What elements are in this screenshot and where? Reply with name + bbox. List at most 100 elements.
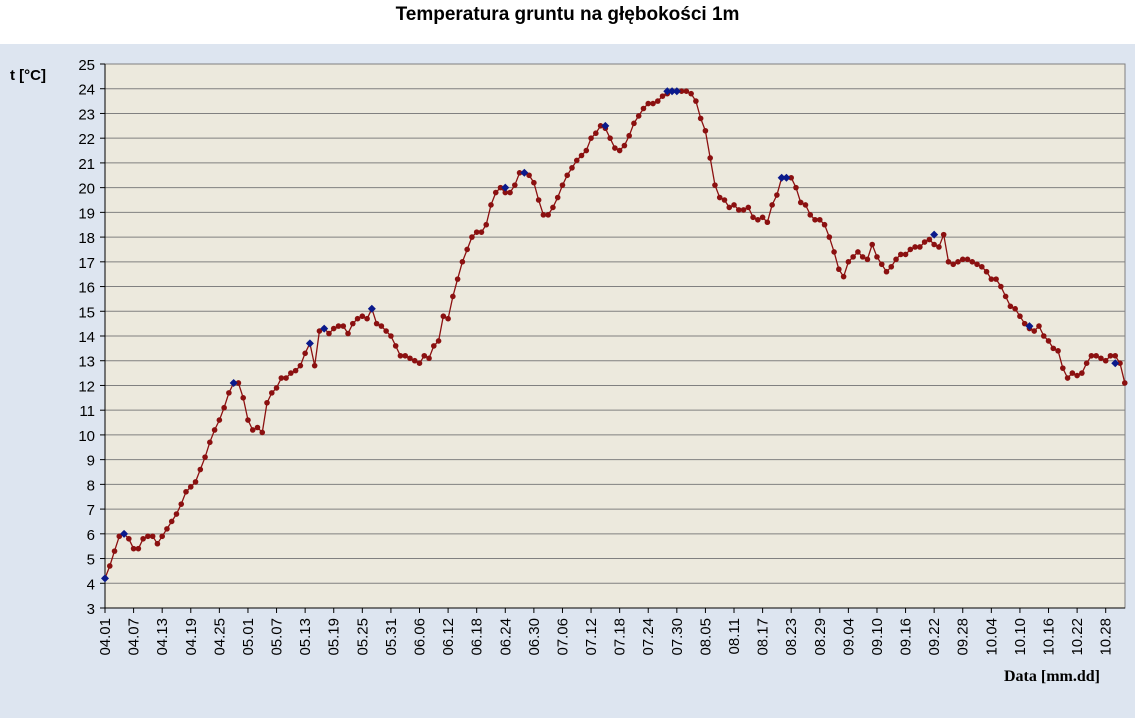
data-point (173, 511, 180, 517)
y-tick-label: 3 (87, 601, 95, 618)
data-point (450, 293, 456, 300)
data-point (1031, 328, 1038, 334)
highlight-point (930, 230, 939, 239)
data-point (964, 256, 971, 263)
data-point (850, 254, 856, 260)
data-point (659, 93, 666, 99)
data-point (569, 165, 575, 171)
data-point (702, 127, 709, 134)
data-point (154, 540, 161, 547)
data-point (492, 189, 499, 196)
data-point (407, 355, 413, 362)
x-tick-label: 09.22 (926, 618, 943, 656)
y-tick-label: 8 (87, 477, 95, 494)
x-tick-label: 06.30 (526, 618, 543, 656)
y-tick-label: 5 (87, 552, 95, 569)
data-point (240, 395, 246, 401)
data-point (993, 276, 999, 282)
x-tick-label: 05.25 (354, 618, 371, 656)
data-point (254, 424, 261, 431)
chart-title: Temperatura gruntu na głębokości 1m (395, 4, 740, 25)
data-point (373, 320, 380, 327)
data-point (688, 90, 694, 97)
data-point (545, 212, 551, 218)
data-point (959, 256, 966, 263)
data-point (631, 120, 637, 127)
data-point (454, 276, 461, 282)
data-point (826, 234, 833, 240)
y-tick-label: 7 (87, 502, 95, 519)
x-tick-label: 10.10 (1012, 618, 1029, 656)
y-tick-label: 4 (87, 576, 95, 593)
x-tick-label: 05.13 (297, 618, 314, 656)
title-bar: Temperatura gruntu na głębokości 1m (0, 0, 1135, 44)
data-point (416, 360, 423, 367)
data-point (288, 370, 294, 376)
data-point (955, 259, 961, 265)
x-tick-label: 04.25 (211, 618, 228, 656)
data-point (678, 88, 685, 94)
x-tick-label: 04.07 (126, 618, 143, 656)
data-point (797, 199, 804, 206)
data-point (402, 352, 409, 359)
x-axis-label: Data [mm.dd] (1004, 668, 1100, 685)
data-point (573, 157, 580, 164)
x-tick-label: 08.23 (783, 618, 800, 656)
highlight-point (367, 304, 376, 313)
data-point (359, 313, 366, 320)
x-tick-label: 05.01 (240, 618, 257, 656)
data-point (316, 328, 323, 334)
data-point (635, 113, 642, 119)
data-point (435, 338, 442, 344)
data-point (755, 216, 761, 223)
data-point (1079, 370, 1085, 376)
data-point (726, 204, 733, 211)
data-point (1055, 348, 1061, 354)
data-point (731, 202, 737, 208)
y-tick-label: 21 (78, 156, 95, 173)
data-point (874, 254, 880, 260)
data-point (917, 244, 923, 250)
data-point (187, 484, 194, 490)
x-tick-label: 04.13 (154, 618, 171, 656)
data-point (812, 216, 818, 223)
y-tick-label: 24 (78, 82, 95, 99)
data-point (612, 145, 618, 151)
data-point (912, 244, 918, 250)
data-point (559, 182, 566, 188)
data-point (178, 501, 185, 507)
data-point (197, 466, 204, 473)
data-point (216, 417, 223, 423)
data-point (278, 375, 285, 381)
data-point (473, 229, 480, 235)
data-point (550, 204, 556, 211)
x-tick-label: 07.06 (554, 618, 571, 656)
data-point (354, 315, 361, 322)
x-tick-label: 09.28 (955, 618, 972, 656)
data-point (168, 518, 175, 525)
data-point (750, 214, 756, 221)
data-point (697, 115, 704, 122)
highlight-point (777, 173, 786, 182)
data-point (1050, 345, 1057, 352)
data-point (1121, 380, 1128, 386)
data-point (1093, 352, 1099, 359)
x-tick-label: 04.01 (97, 618, 114, 656)
data-point (735, 207, 742, 213)
data-point (397, 352, 404, 359)
data-point (1107, 352, 1114, 359)
y-tick-label: 17 (78, 255, 95, 272)
y-tick-label: 14 (78, 329, 95, 346)
data-point (483, 221, 490, 228)
y-tick-label: 10 (78, 428, 95, 445)
x-tick-label: 06.06 (412, 618, 429, 656)
highlight-point (120, 529, 129, 538)
data-point (311, 362, 318, 369)
data-point (364, 315, 370, 322)
data-point (597, 123, 604, 129)
highlight-point (1111, 359, 1120, 368)
data-point (135, 545, 142, 552)
data-point (140, 535, 146, 542)
data-point (330, 325, 337, 332)
